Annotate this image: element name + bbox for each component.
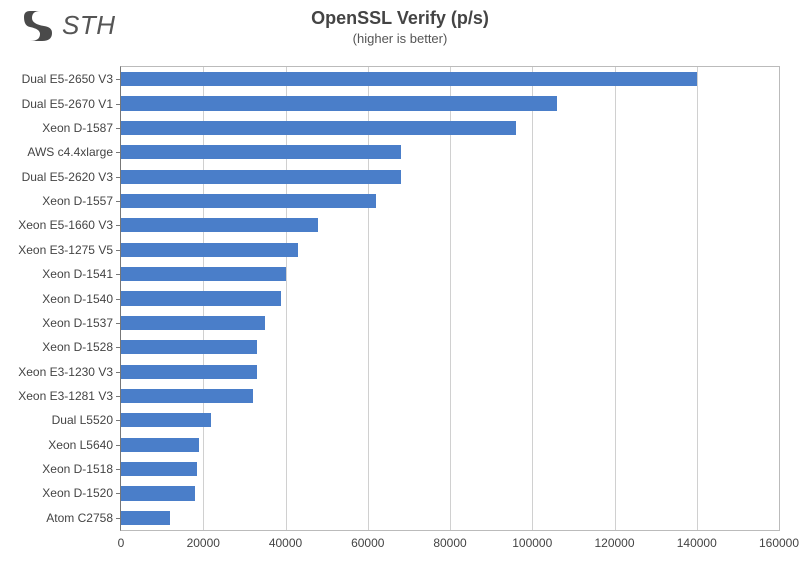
chart-title-block: OpenSSL Verify (p/s) (higher is better) xyxy=(0,8,800,46)
gridline xyxy=(286,67,287,530)
chart-plot-area: 0200004000060000800001000001200001400001… xyxy=(120,66,780,531)
y-axis-label: Xeon D-1518 xyxy=(42,462,121,476)
bar xyxy=(121,194,376,208)
gridline xyxy=(450,67,451,530)
bar xyxy=(121,340,257,354)
x-axis-label: 80000 xyxy=(433,530,466,550)
bar xyxy=(121,145,401,159)
bar xyxy=(121,218,318,232)
y-axis-label: Xeon E3-1275 V5 xyxy=(18,243,121,257)
y-axis-label: Dual E5-2620 V3 xyxy=(22,170,121,184)
bar xyxy=(121,511,170,525)
y-axis-label: Xeon E3-1230 V3 xyxy=(18,365,121,379)
y-axis-label: Xeon D-1557 xyxy=(42,194,121,208)
bar xyxy=(121,389,253,403)
gridline xyxy=(368,67,369,530)
y-axis-label: Xeon D-1520 xyxy=(42,486,121,500)
x-axis-label: 160000 xyxy=(759,530,799,550)
chart-title: OpenSSL Verify (p/s) xyxy=(0,8,800,29)
y-axis-label: Xeon D-1537 xyxy=(42,316,121,330)
x-axis-label: 0 xyxy=(118,530,125,550)
x-axis-label: 100000 xyxy=(512,530,552,550)
x-axis-label: 20000 xyxy=(187,530,220,550)
y-axis-label: Dual L5520 xyxy=(52,413,121,427)
x-axis-label: 60000 xyxy=(351,530,384,550)
bar xyxy=(121,72,697,86)
y-axis-label: Xeon D-1540 xyxy=(42,292,121,306)
bar xyxy=(121,267,286,281)
y-axis-label: Xeon D-1528 xyxy=(42,340,121,354)
bar xyxy=(121,365,257,379)
x-axis-label: 140000 xyxy=(677,530,717,550)
y-axis-label: Xeon E3-1281 V3 xyxy=(18,389,121,403)
y-axis-label: Dual E5-2650 V3 xyxy=(22,72,121,86)
bar xyxy=(121,413,211,427)
bar xyxy=(121,462,197,476)
bar xyxy=(121,316,265,330)
y-axis-label: Xeon L5640 xyxy=(48,438,121,452)
gridline xyxy=(697,67,698,530)
bar xyxy=(121,243,298,257)
bar xyxy=(121,121,516,135)
y-axis-label: AWS c4.4xlarge xyxy=(27,145,121,159)
x-axis-label: 40000 xyxy=(269,530,302,550)
gridline xyxy=(532,67,533,530)
y-axis-label: Xeon D-1541 xyxy=(42,267,121,281)
y-axis-label: Xeon D-1587 xyxy=(42,121,121,135)
y-axis-label: Xeon E5-1660 V3 xyxy=(18,218,121,232)
y-axis-label: Atom C2758 xyxy=(46,511,121,525)
bar xyxy=(121,438,199,452)
bar xyxy=(121,170,401,184)
bar xyxy=(121,96,557,110)
bar xyxy=(121,486,195,500)
gridline xyxy=(615,67,616,530)
bar xyxy=(121,291,281,305)
chart-subtitle: (higher is better) xyxy=(0,31,800,46)
y-axis-label: Dual E5-2670 V1 xyxy=(22,97,121,111)
x-axis-label: 120000 xyxy=(594,530,634,550)
